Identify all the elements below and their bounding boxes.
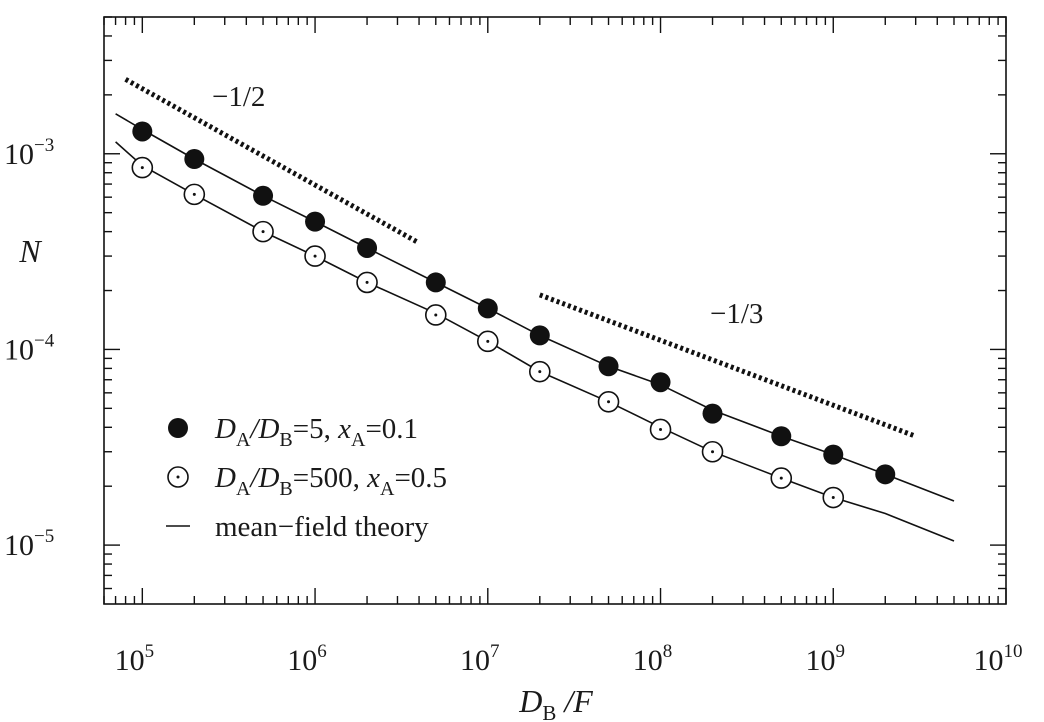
point-series-2 [528,360,551,383]
point-series-1 [875,464,896,485]
legend-label-theory: mean−field theory [215,511,429,543]
x-tick-label: 108 [633,641,673,677]
slope-guides: −1/2 −1/3 [124,77,917,439]
x-axis-label-tail: /F [556,683,593,719]
x-tick-label: 109 [806,641,846,677]
point-series-1 [425,272,446,293]
x-tick-label: 105 [115,641,155,677]
point-series-1 [132,121,153,142]
x-tick-label: 1010 [974,641,1023,677]
theory-curves [115,113,955,542]
x-axis: 105 106 107 108 109 1010 [103,17,1023,677]
legend-label-series-1: DA/DB=5, xA=0.1 [214,413,418,451]
point-series-2 [356,271,378,294]
point-series-2 [131,156,154,179]
point-series-2 [476,330,499,353]
point-series-2 [701,440,724,463]
point-series-2 [597,390,620,413]
slope-guide-1 [124,77,421,246]
x-tick-label: 106 [287,641,327,677]
plot-border [103,16,1007,605]
point-series-1 [477,298,498,319]
y-tick-label: 10−3 [4,135,54,171]
legend: DA/DB=5, xA=0.1 DA/DB=500, xA=0.5 mean−f… [166,413,447,543]
x-axis-label: DB /F [518,683,593,722]
plot-frame [103,16,1007,605]
x-tick-label: 107 [460,641,500,677]
point-series-1 [823,444,844,465]
data-points [131,121,896,509]
point-series-1 [305,211,326,232]
y-axis-label: N [18,233,42,269]
point-series-1 [253,185,274,206]
y-tick-label: 10−4 [4,330,55,366]
legend-marker-filled [168,418,188,438]
point-series-1 [702,403,723,424]
theory-curve-1 [115,113,955,502]
point-series-1 [529,325,550,346]
point-series-1 [184,149,205,170]
x-axis-label-sub: B [542,701,556,722]
slope-guide-label-1: −1/2 [212,81,265,113]
point-series-2 [649,418,672,441]
point-series-2 [183,183,206,206]
point-series-1 [650,372,671,393]
point-series-1 [357,237,378,258]
point-series-1 [771,426,792,447]
point-series-2 [770,467,793,489]
slope-guide-label-2: −1/3 [710,298,763,330]
y-axis: 10−5 10−4 10−3 [4,16,1006,590]
y-tick-label: 10−5 [4,526,54,562]
legend-marker-open [167,466,189,488]
point-series-2 [304,245,326,267]
x-axis-label-main: D [518,683,542,719]
legend-label-series-2: DA/DB=500, xA=0.5 [214,462,447,500]
point-series-2 [252,220,274,243]
theory-curve-2 [115,141,955,542]
slope-guide-2 [538,292,917,439]
point-series-1 [598,356,619,377]
point-series-2 [424,304,447,326]
point-series-2 [822,486,845,509]
